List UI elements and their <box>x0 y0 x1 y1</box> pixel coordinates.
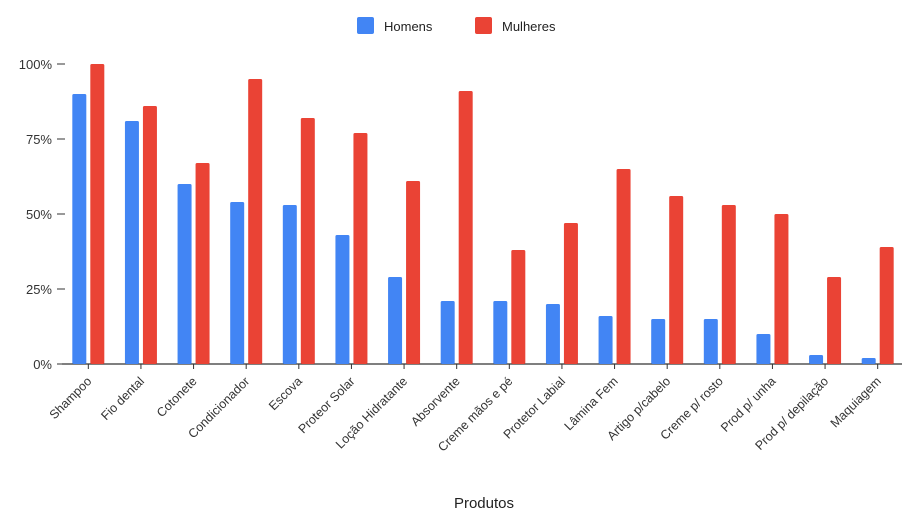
legend-label-homens: Homens <box>384 19 433 34</box>
y-tick-label: 75% <box>26 132 52 147</box>
bar-homens-2 <box>124 121 139 364</box>
bar-mulheres-8 <box>458 91 473 364</box>
y-tick-label: 100% <box>19 57 53 72</box>
bar-homens-9 <box>493 301 508 364</box>
y-tick-label: 0% <box>33 357 52 372</box>
bar-mulheres-4 <box>248 79 263 364</box>
y-tick-label: 50% <box>26 207 52 222</box>
legend-swatch-mulheres <box>475 17 492 34</box>
x-tick-label: Maquiagem <box>828 374 884 430</box>
bar-mulheres-9 <box>511 250 526 364</box>
bar-homens-7 <box>388 277 403 364</box>
bar-homens-11 <box>598 316 613 364</box>
x-tick-label: Shampoo <box>47 374 95 422</box>
bar-mulheres-3 <box>195 163 210 364</box>
legend: Homens Mulheres <box>357 17 556 34</box>
x-tick-label: Lâmina Fem <box>562 374 621 433</box>
bar-homens-16 <box>861 358 876 364</box>
y-tick-label: 25% <box>26 282 52 297</box>
bar-mulheres-10 <box>563 223 578 364</box>
bar-mulheres-14 <box>774 214 789 364</box>
bars <box>72 64 894 364</box>
bar-homens-4 <box>230 202 245 364</box>
bar-mulheres-16 <box>879 247 894 364</box>
x-tick-label: Absorvente <box>408 374 463 429</box>
bar-mulheres-6 <box>353 133 368 364</box>
y-axis-ticks: 0% 25% 50% 75% 100% <box>19 57 65 372</box>
legend-swatch-homens <box>357 17 374 34</box>
x-axis-title: Produtos <box>454 495 514 512</box>
bar-mulheres-1 <box>90 64 105 364</box>
legend-label-mulheres: Mulheres <box>502 19 556 34</box>
x-tick-label: Escova <box>266 374 305 413</box>
bar-mulheres-2 <box>142 106 157 364</box>
x-tick-label: Cotonete <box>154 374 200 420</box>
bar-homens-6 <box>335 235 350 364</box>
bar-homens-14 <box>756 334 771 364</box>
bar-mulheres-15 <box>827 277 842 364</box>
x-tick-label: Fio dental <box>98 374 147 423</box>
bar-mulheres-11 <box>616 169 631 364</box>
bar-homens-8 <box>440 301 455 364</box>
bar-homens-13 <box>703 319 718 364</box>
bar-mulheres-12 <box>669 196 684 364</box>
bar-mulheres-13 <box>721 205 736 364</box>
bar-homens-12 <box>651 319 666 364</box>
bar-homens-15 <box>809 355 824 364</box>
bar-homens-3 <box>177 184 192 364</box>
bar-homens-5 <box>282 205 297 364</box>
bar-mulheres-5 <box>300 118 315 364</box>
bar-mulheres-7 <box>406 181 421 364</box>
bar-homens-1 <box>72 94 87 364</box>
bar-homens-10 <box>545 304 560 364</box>
